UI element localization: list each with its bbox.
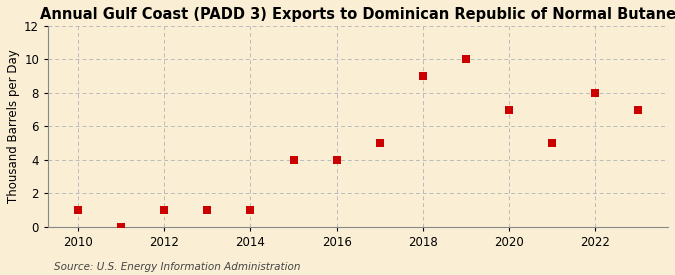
Point (632, 108, 643, 112)
Point (417, 74, 428, 78)
Point (460, 57, 471, 62)
Y-axis label: Thousand Barrels per Day: Thousand Barrels per Day (7, 50, 20, 203)
Point (202, 208, 213, 212)
Point (288, 158, 299, 162)
Title: Annual Gulf Coast (PADD 3) Exports to Dominican Republic of Normal Butane: Annual Gulf Coast (PADD 3) Exports to Do… (40, 7, 675, 22)
Point (547, 141, 558, 145)
Point (245, 208, 256, 212)
Point (374, 141, 385, 145)
Point (504, 108, 514, 112)
Point (73, 208, 84, 212)
Point (331, 158, 342, 162)
Point (116, 225, 127, 229)
Point (159, 208, 170, 212)
Point (589, 91, 600, 95)
Text: Source: U.S. Energy Information Administration: Source: U.S. Energy Information Administ… (54, 262, 300, 272)
